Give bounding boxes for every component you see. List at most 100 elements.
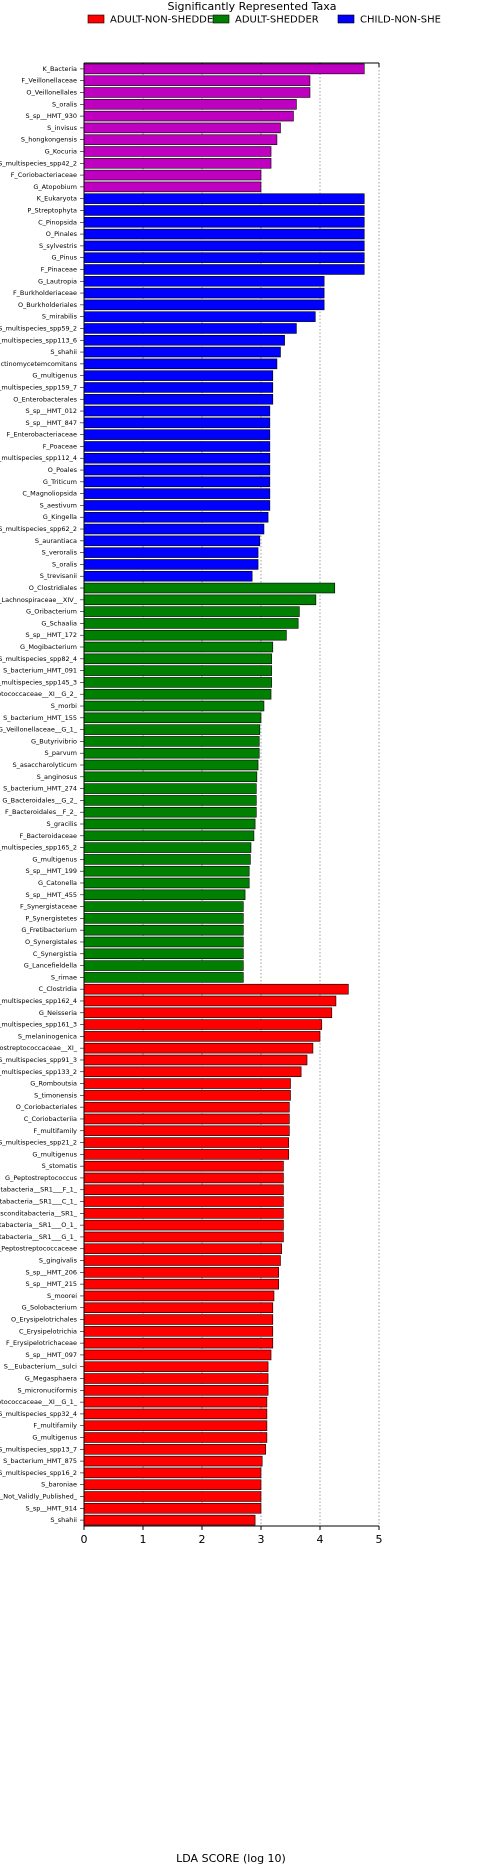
bar	[83, 1219, 284, 1231]
y-tick-label: nditabacteria__SR1___G_1_	[0, 1233, 78, 1241]
y-tick-label: nditabacteria__SR1___F_1_	[0, 1186, 78, 1194]
y-tick-label: S_multispecies_spp161_3	[0, 1021, 77, 1029]
bar	[83, 382, 274, 393]
bar	[83, 960, 244, 971]
bar	[83, 759, 259, 771]
y-tick-label: F_Bacteroidaceae	[19, 832, 77, 840]
bar	[83, 842, 252, 853]
y-tick-label: S_baroniae	[41, 1481, 77, 1489]
bar	[83, 228, 365, 240]
bar	[83, 1361, 269, 1372]
bar	[83, 582, 336, 594]
y-tick-label: G_Triticum	[43, 478, 77, 486]
bar	[83, 972, 244, 983]
y-tick-label: G_Butyrivibrio	[31, 737, 77, 745]
bar	[83, 877, 250, 889]
legend-swatch	[212, 14, 230, 24]
y-tick-label: S_multispecies_spp91_3	[0, 1056, 77, 1064]
x-tick-label: 2	[199, 1533, 206, 1546]
y-tick-label: S_sp__HMT_215	[25, 1280, 77, 1288]
bar	[83, 1184, 284, 1196]
y-tick-label: F_Lachnospiraceae__XIV_	[0, 596, 78, 604]
y-tick-label: S_sp__HMT_012	[25, 407, 77, 415]
bar	[83, 1031, 321, 1042]
y-tick-label: G_Schaalia	[41, 619, 77, 627]
bar	[83, 1326, 274, 1337]
y-tick-label: S_moorei	[47, 1292, 77, 1300]
bar	[83, 99, 297, 110]
bar	[83, 417, 271, 429]
bar	[83, 1467, 262, 1479]
y-tick-label: G_multigenus	[32, 1150, 77, 1158]
bar	[83, 1125, 290, 1137]
bar	[83, 264, 365, 275]
bar	[83, 311, 316, 322]
bar	[83, 629, 287, 641]
bar	[83, 1113, 290, 1125]
bar	[83, 736, 260, 747]
bar	[83, 1408, 268, 1420]
bar	[83, 1019, 323, 1030]
y-tick-label: G_Mogibacterium	[20, 643, 77, 651]
bar	[83, 1373, 269, 1384]
chart-title: Significantly Represented Taxa	[168, 0, 337, 13]
y-tick-label: S_multispecies_spp145_3	[0, 678, 77, 686]
y-tick-label: S_stomatis	[42, 1162, 78, 1170]
x-tick-label: 4	[317, 1533, 324, 1546]
bar	[83, 240, 365, 252]
bar	[83, 1337, 274, 1349]
y-tick-label: G_Bacteroidales__G_2_	[2, 796, 77, 804]
y-tick-label: S_multispecies_spp165_2	[0, 844, 77, 852]
bar	[83, 712, 262, 724]
bar	[83, 452, 271, 464]
y-tick-label: O_Veillonellales	[26, 88, 77, 96]
bar	[83, 393, 274, 405]
y-tick-label: S_sp__HMT_206	[25, 1268, 77, 1276]
bar	[83, 1231, 284, 1243]
y-tick-label: K_Bacteria	[42, 65, 77, 73]
y-tick-label: S_morbi	[51, 702, 77, 710]
bar	[83, 535, 261, 547]
y-tick-label: G_Peptostreptococcus	[5, 1174, 78, 1182]
y-tick-label: S_bacterium_HMT_274	[3, 785, 77, 793]
bar	[83, 1302, 274, 1313]
bar	[83, 948, 244, 960]
y-tick-label: S_multispecies_spp16_2	[0, 1469, 77, 1477]
y-tick-label: S__Eubacterium__sulci	[4, 1363, 77, 1371]
y-tick-label: S_multispecies_spp133_2	[0, 1068, 77, 1076]
bar	[83, 1444, 267, 1455]
bar	[83, 1066, 302, 1078]
bar	[83, 688, 272, 700]
y-tick-label: S_multispecies_spp32_4	[0, 1410, 77, 1418]
y-tick-label: G_Kingella	[43, 513, 77, 521]
y-tick-label: reptococcaceae__XI__G_2_	[0, 690, 78, 698]
legend-label: ADULT-NON-SHEDDER	[110, 15, 220, 26]
bar	[83, 865, 250, 877]
y-tick-label: F_multifamily	[33, 1422, 77, 1430]
y-tick-label: G_Romboutsia	[30, 1080, 77, 1088]
bar	[83, 335, 285, 346]
y-tick-label: Absconditabacteria__SR1_	[0, 1209, 78, 1217]
bar	[83, 1007, 333, 1019]
y-tick-label: G_Atopobium	[33, 183, 77, 191]
bar	[83, 1042, 314, 1054]
y-tick-label: F_Enterobacteriaceae	[6, 431, 77, 439]
y-tick-label: F_Synergistaceae	[20, 903, 77, 911]
y-tick-label: G_Fretibacterium	[21, 926, 77, 934]
bar	[83, 747, 260, 759]
y-tick-label: C_Pinopsida	[38, 218, 77, 226]
y-tick-label: O_Pinales	[46, 230, 78, 238]
y-tick-label: G_Lancefieldella	[24, 962, 77, 970]
bar	[83, 677, 272, 688]
bar	[83, 1172, 284, 1184]
bar	[83, 346, 281, 358]
y-tick-label: S_aestivum	[40, 501, 77, 509]
bar	[83, 818, 256, 830]
y-tick-label: S_melaninogenica	[18, 1032, 77, 1040]
x-tick-label: 3	[258, 1533, 265, 1546]
y-tick-label: F_Veillonellaceae	[21, 77, 77, 85]
bar	[83, 913, 244, 924]
bar	[83, 75, 311, 86]
y-tick-label: O_Coriobacteriales	[16, 1103, 78, 1111]
y-tick-label: S_sp__HMT_930	[25, 112, 77, 120]
